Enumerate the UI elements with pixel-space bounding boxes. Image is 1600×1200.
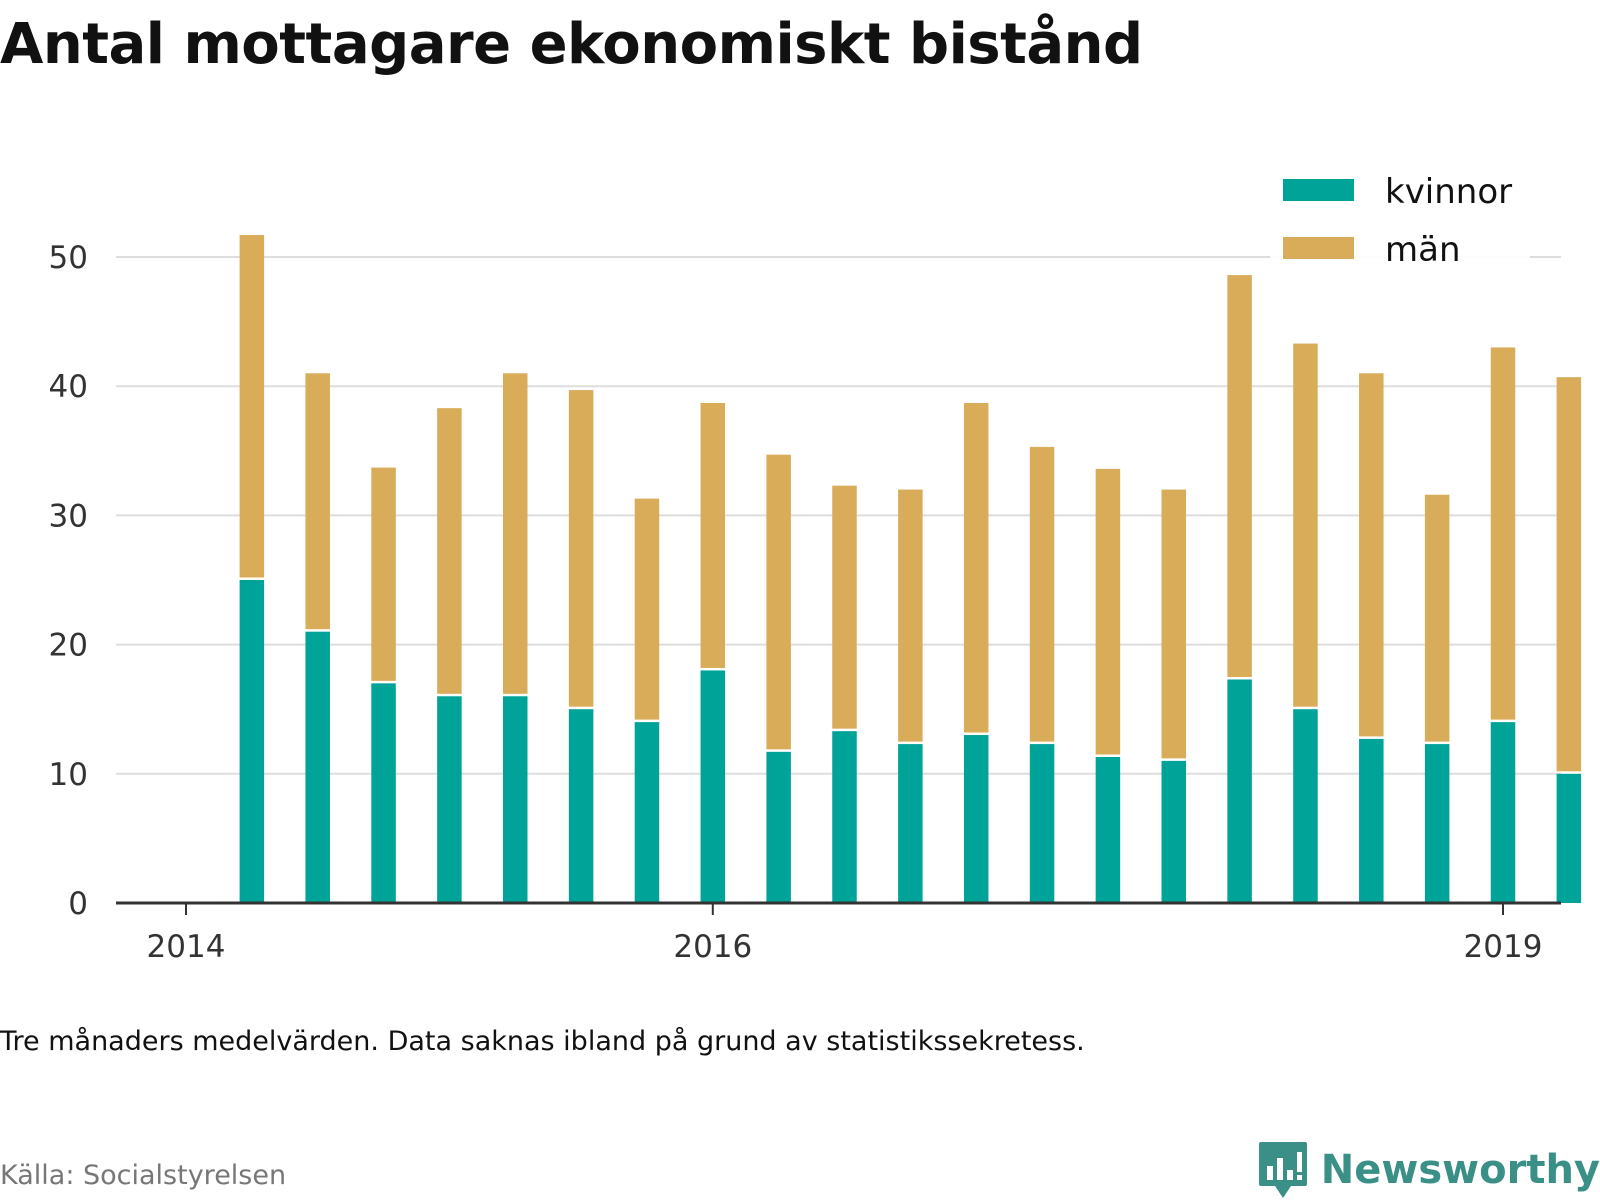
chart-note: Tre månaders medelvärden. Data saknas ib… [0,1026,1085,1057]
y-tick-label: 10 [49,757,88,793]
bar-man [1359,373,1384,737]
bar-kvinnor [1095,757,1121,903]
bar-man [1424,494,1450,742]
newsworthy-logo-icon [1258,1142,1307,1198]
bar-kvinnor [963,735,989,903]
legend-label-kvinnor: kvinnor [1385,172,1512,212]
bar-kvinnor [766,751,791,903]
y-axis-ticks: 0 10 20 30 40 50 [49,240,88,922]
chart-title: Antal mottagare ekonomiskt bistånd [0,12,1143,77]
bar-man [634,498,660,720]
bar-man [437,408,462,694]
bar-kvinnor [503,696,528,903]
bar-kvinnor [898,744,923,903]
source-credit: Källa: Socialstyrelsen [0,1160,287,1191]
bar-kvinnor [1556,773,1582,903]
legend-label-man: män [1385,230,1461,270]
bar-kvinnor [1161,760,1186,903]
bar-kvinnor [634,722,660,903]
y-tick-label: 50 [49,240,88,276]
newsworthy-brand[interactable]: Newsworthy [1257,1140,1600,1200]
bar-kvinnor [371,683,396,903]
brand-name: Newsworthy [1320,1147,1600,1193]
bar-man [1161,489,1186,759]
bar-kvinnor [832,731,857,903]
bar-kvinnor [1359,738,1384,903]
bar-kvinnor [1293,709,1318,903]
legend-swatch-kvinnor [1283,179,1354,201]
bar-man [1556,377,1582,772]
bar-man [1293,343,1318,707]
bar-man [1227,275,1252,677]
bar-man [568,390,594,707]
bar-kvinnor [1490,722,1516,903]
bar-kvinnor [1029,744,1055,903]
bar-man [239,235,265,578]
bar-kvinnor [1227,679,1252,903]
bar-kvinnor [1424,744,1450,903]
bar-man [305,373,330,630]
x-tick-label: 2014 [147,929,226,965]
bar-man [1029,446,1055,742]
bar-kvinnor [568,709,594,903]
bar-kvinnor [239,580,265,903]
bar-man [1490,347,1516,720]
legend: kvinnor män [1270,162,1530,282]
bars [239,235,1582,903]
bar-man [1095,468,1121,755]
bar-man [963,402,989,733]
bar-kvinnor [305,631,330,903]
bar-man [832,485,857,729]
bar-kvinnor [700,670,726,903]
x-axis-ticks: 20142016201920212023 [147,903,1543,965]
y-tick-label: 30 [49,498,88,534]
y-tick-label: 40 [49,369,88,405]
y-tick-label: 0 [68,886,88,922]
legend-swatch-man [1283,237,1354,259]
bar-man [898,489,923,742]
bar-man [371,467,396,681]
bar-kvinnor [437,696,462,903]
x-tick-label: 2016 [673,929,752,965]
y-tick-label: 20 [49,628,88,664]
bar-man [700,402,726,668]
bar-man [503,373,528,694]
bar-man [766,454,791,750]
x-tick-label: 2019 [1464,929,1543,965]
